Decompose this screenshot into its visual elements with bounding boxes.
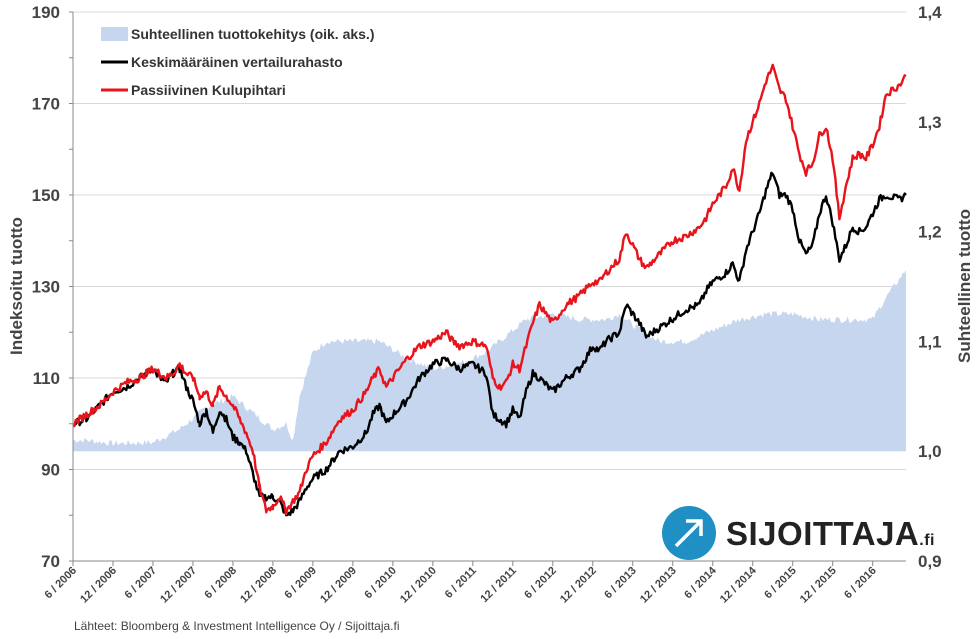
right-tick-label: 0,9 (918, 552, 942, 571)
logo-name: SIJOITTAJA (726, 515, 920, 552)
x-tick-label: 12 / 2006 (78, 565, 119, 606)
line-series-layer (72, 63, 907, 517)
sijoittaja-logo: SIJOITTAJA.fi (662, 506, 934, 564)
right-tick-label: 1,1 (918, 332, 942, 351)
x-tick-label: 6 / 2011 (443, 565, 479, 601)
right-tick-label: 1,2 (918, 223, 942, 242)
x-tick-label: 12 / 2007 (158, 565, 199, 606)
x-tick-label: 12 / 2013 (638, 565, 679, 606)
average-fund-line (72, 171, 907, 517)
legend-label: Passiivinen Kulupihtari (131, 82, 286, 98)
left-tick-label: 170 (32, 95, 60, 114)
right-tick-label: 1,4 (918, 3, 942, 22)
x-tick-label: 12 / 2010 (398, 565, 439, 606)
left-tick-label: 130 (32, 278, 60, 297)
x-tick-label: 6 / 2009 (282, 565, 319, 602)
x-tick-label: 12 / 2008 (238, 565, 279, 606)
x-tick-label: 6 / 2010 (362, 565, 399, 602)
x-tick-label: 6 / 2007 (122, 565, 159, 602)
x-tick-label: 12 / 2009 (318, 565, 359, 606)
passive-fund-line (73, 63, 907, 516)
x-tick-label: 12 / 2015 (798, 565, 839, 606)
x-tick-label: 12 / 2014 (718, 564, 760, 606)
right-axis-title: Suhteellinen tuotto (955, 209, 974, 363)
left-tick-label: 150 (32, 186, 60, 205)
x-tick-label: 6 / 2015 (762, 565, 799, 602)
right-axis-ticks: 0,9 1,0 1,1 1,2 1,3 1,4 (918, 3, 942, 571)
left-tick-label: 90 (41, 461, 60, 480)
legend-label: Keskimääräinen vertailurahasto (131, 54, 343, 70)
x-tick-label: 6 / 2016 (842, 565, 879, 602)
arrow-logo-icon (662, 506, 716, 560)
x-tick-label: 12 / 2012 (558, 565, 599, 606)
right-tick-label: 1,0 (918, 442, 942, 461)
legend-swatch-relative (101, 27, 128, 41)
x-axis-ticks: 6 / 2006 12 / 2006 6 / 2007 12 / 2007 6 / 20… (43, 561, 879, 606)
x-tick-label: 6 / 2008 (202, 565, 239, 602)
legend-label: Suhteellinen tuottokehitys (oik. aks.) (131, 26, 374, 42)
left-tick-label: 190 (32, 3, 60, 22)
logo-wordmark: SIJOITTAJA.fi (726, 515, 935, 553)
left-tick-label: 110 (33, 369, 60, 388)
right-tick-label: 1,3 (918, 113, 942, 132)
logo-suffix: .fi (919, 532, 935, 549)
left-tick-label: 70 (41, 552, 60, 571)
left-axis-ticks: 70 90 110 130 150 170 190 (32, 3, 906, 571)
x-tick-label: 12 / 2011 (478, 565, 519, 606)
x-tick-label: 6 / 2014 (682, 564, 719, 601)
x-tick-label: 6 / 2012 (522, 565, 559, 602)
legend: Suhteellinen tuottokehitys (oik. aks.) Ke… (101, 26, 374, 98)
left-axis-title: Indeksoitu tuotto (7, 217, 26, 355)
source-note: Lähteet: Bloomberg & Investment Intellig… (74, 619, 400, 633)
x-tick-label: 6 / 2013 (602, 565, 639, 602)
